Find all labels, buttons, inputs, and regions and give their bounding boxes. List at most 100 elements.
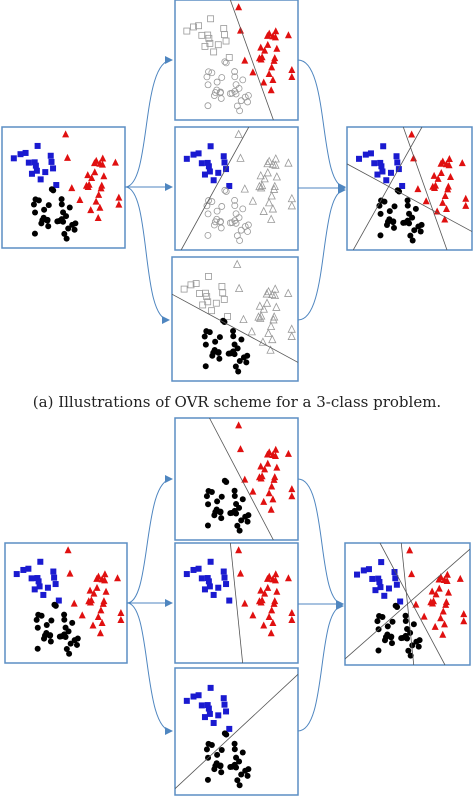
square-point [206,39,214,47]
square-point [195,565,202,572]
square-point [42,169,49,176]
circle-point [63,646,70,653]
square-point [183,27,191,35]
triangle-point [288,485,296,493]
triangle-point [432,590,440,598]
triangle-point [440,575,448,583]
boundary-line [172,293,298,363]
square-point [187,281,195,289]
panel [346,126,473,251]
triangle-point [273,463,281,471]
triangle-point [99,154,107,162]
square-point [28,575,35,582]
square-point [206,583,213,590]
square-point [222,37,230,45]
triangle-point [111,158,119,166]
circle-point [204,102,212,110]
circle-point [235,84,243,92]
triangle-point [284,288,293,297]
circle-point [390,224,397,231]
circle-point [244,518,251,525]
circle-point [416,637,423,644]
triangle-point [93,583,101,591]
circle-point [41,632,48,639]
circle-point [212,509,219,516]
circle-point [205,501,212,508]
circle-point [214,498,221,505]
circle-point [32,209,39,216]
circle-point [409,214,416,221]
circle-point [244,228,251,235]
square-point [201,714,208,721]
square-point [383,177,390,184]
circle-point [208,69,216,77]
triangle-point [96,159,104,167]
triangle-point [443,570,451,578]
circle-point [58,196,65,203]
triangle-point [249,68,257,76]
triangle-point [432,181,440,189]
triangle-point [90,589,98,597]
triangle-point [241,599,249,607]
triangle-point [447,173,455,181]
square-point [36,583,43,590]
triangle-point [258,337,268,346]
square-point [393,153,400,160]
triangle-point [284,449,292,457]
triangle-point [97,606,105,614]
triangle-point [263,168,272,177]
circle-point [234,522,241,529]
square-point [203,293,211,301]
square-point [37,176,44,183]
triangle-point [235,3,243,11]
square-point [195,150,202,157]
triangle-point [96,203,104,211]
square-point [378,559,385,566]
circle-point [221,730,228,737]
triangle-point [265,70,273,78]
square-point [374,171,381,178]
square-point [379,168,386,175]
circle-point [231,746,238,753]
square-point [198,160,205,167]
triangle-point [100,597,108,605]
triangle-point [272,570,280,578]
circle-point [205,68,212,76]
square-point [207,558,214,565]
square-point [356,155,363,162]
triangle-point [100,172,108,180]
square-point [220,25,228,32]
triangle-point [239,314,248,324]
triangle-point [241,56,249,64]
triangle-point [434,174,442,182]
boundary-line [229,0,274,120]
square-point [215,712,222,719]
triangle-point [437,614,445,622]
circle-point [405,647,412,654]
triangle-point [458,159,466,167]
circle-point [204,522,211,529]
triangle-point [265,448,273,456]
square-point [205,578,212,585]
triangle-point [78,611,86,619]
circle-point [232,363,239,370]
circle-point [61,631,68,638]
square-point [224,313,231,320]
arrow [126,602,173,735]
triangle-point [254,312,263,321]
circle-point [244,98,251,106]
triangle-point [271,154,280,163]
triangle-point [271,284,280,293]
triangle-point [95,190,103,198]
square-point [207,15,215,23]
square-point [190,151,197,158]
triangle-point [264,583,272,591]
triangle-point [261,589,269,597]
circle-point [218,515,225,522]
circle-point [34,645,41,652]
circle-point [212,762,219,769]
triangle-point [267,86,275,94]
panel [1,126,126,249]
boundary-line [345,548,470,660]
square-point [31,159,38,166]
